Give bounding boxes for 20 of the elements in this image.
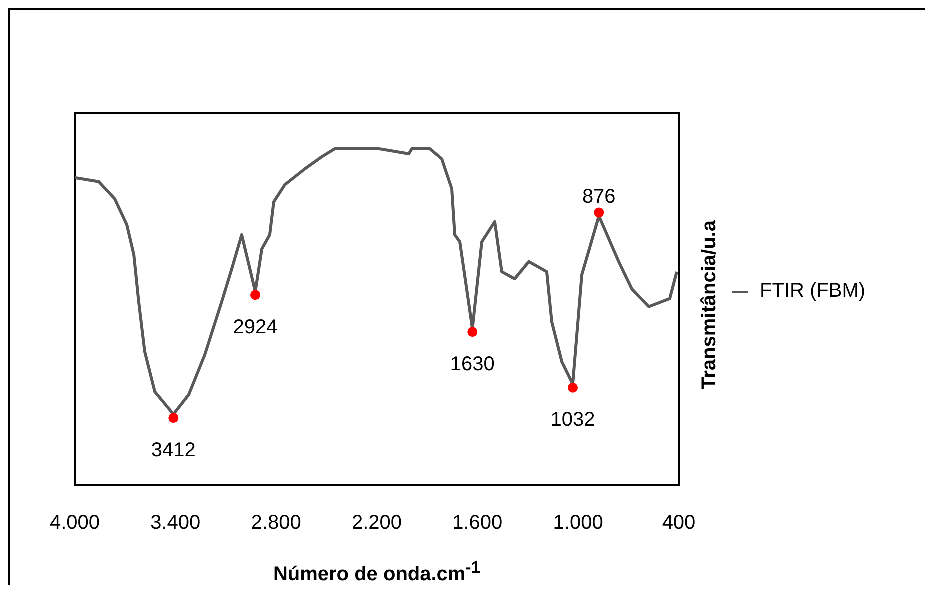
x-axis-title: Número de onda.cm$^{-1}$ [273, 558, 481, 587]
annotation: 3412 [151, 439, 196, 462]
x-tick-label: 2.200 [352, 512, 402, 534]
point [250, 290, 261, 300]
annotation: 1630 [450, 353, 495, 376]
x-tick-label: 1.600 [452, 512, 503, 534]
x-tick-label: 3.400 [150, 512, 201, 534]
legend-label: FTIR (FBM) [760, 280, 866, 303]
point [594, 208, 604, 218]
x-tick-label: 400 [662, 512, 696, 534]
annotation: 1032 [550, 409, 596, 432]
point [568, 382, 578, 393]
x-tick-label: 4.000 [50, 512, 100, 534]
y-axis-title: Transmitância/u.a [698, 220, 722, 390]
x-tick-label: 2.800 [251, 512, 302, 534]
annotation: 2924 [233, 316, 278, 338]
annotation: 876 [582, 186, 616, 208]
point [468, 327, 478, 338]
x-tick-label: 1.000 [553, 512, 604, 534]
point [168, 413, 179, 424]
